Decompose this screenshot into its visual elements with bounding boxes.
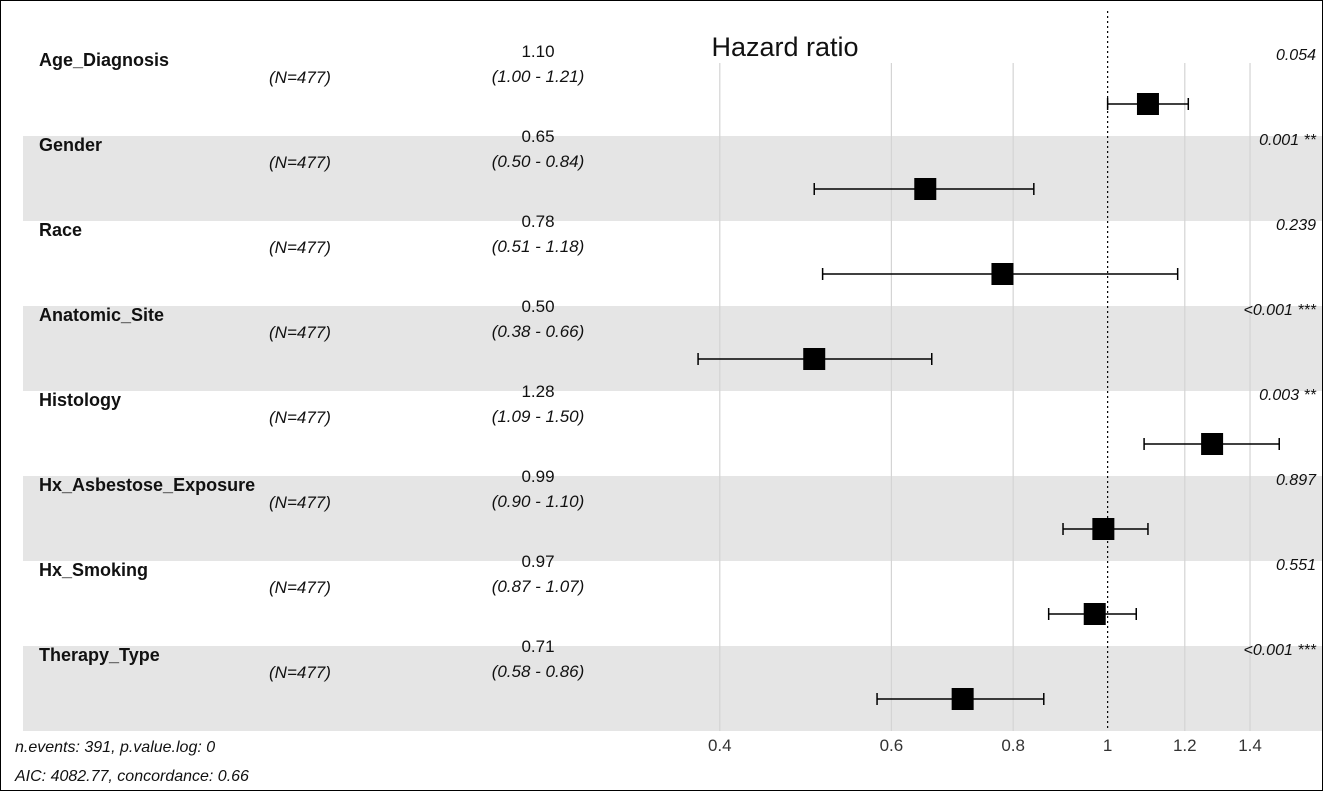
hr-label: 0.78	[521, 212, 554, 231]
p-value-label: <0.001 ***	[1243, 302, 1316, 319]
hr-point	[991, 263, 1014, 285]
row-band	[23, 136, 1322, 221]
x-tick-label: 0.8	[1001, 736, 1025, 755]
hr-point	[803, 348, 826, 370]
variable-label: Age_Diagnosis	[39, 50, 169, 70]
row-band	[23, 646, 1322, 731]
x-tick-label: 0.4	[708, 736, 732, 755]
hr-label: 0.71	[521, 637, 554, 656]
chart-title: Hazard ratio	[711, 32, 858, 62]
ci-label: (0.38 - 0.66)	[492, 322, 585, 341]
ci-label: (1.00 - 1.21)	[492, 67, 585, 86]
ci-label: (0.58 - 0.86)	[492, 662, 585, 681]
x-axis: 0.4 0.6 0.8 1 1.2 1.4	[708, 736, 1262, 755]
gridlines	[719, 11, 1251, 731]
hr-point	[951, 688, 974, 710]
variable-label: Race	[39, 220, 82, 240]
n-label: (N=477)	[269, 493, 331, 512]
hr-point	[1136, 93, 1159, 115]
p-value-label: 0.054	[1276, 47, 1316, 64]
hr-point	[1201, 433, 1224, 455]
variable-label: Hx_Smoking	[39, 560, 148, 580]
x-tick-label: 1.4	[1238, 736, 1262, 755]
estimates	[697, 93, 1280, 710]
n-label: (N=477)	[269, 238, 331, 257]
variable-label: Hx_Asbestose_Exposure	[39, 475, 255, 495]
row-bands	[23, 136, 1322, 731]
p-value-label: 0.551	[1276, 557, 1316, 574]
hr-label: 0.97	[521, 552, 554, 571]
hr-label: 1.28	[521, 382, 554, 401]
hr-point	[1083, 603, 1106, 625]
variable-label: Gender	[39, 135, 102, 155]
p-value-label: 0.897	[1276, 472, 1317, 489]
ci-label: (0.87 - 1.07)	[492, 577, 585, 596]
p-value-label: 0.003 **	[1259, 387, 1317, 404]
p-value-label: 0.001 **	[1259, 132, 1317, 149]
p-value-label: <0.001 ***	[1243, 642, 1316, 659]
n-label: (N=477)	[269, 578, 331, 597]
x-tick-label: 0.6	[880, 736, 904, 755]
hr-point	[1092, 518, 1115, 540]
ci-label: (0.51 - 1.18)	[492, 237, 585, 256]
hr-label: 0.65	[521, 127, 554, 146]
ci-label: (0.90 - 1.10)	[492, 492, 585, 511]
ci-label: (0.50 - 0.84)	[492, 152, 585, 171]
n-label: (N=477)	[269, 68, 331, 87]
n-label: (N=477)	[269, 153, 331, 172]
ci-label: (1.09 - 1.50)	[492, 407, 585, 426]
n-label: (N=477)	[269, 408, 331, 427]
x-tick-label: 1	[1103, 736, 1112, 755]
hr-label: 1.10	[521, 42, 554, 61]
x-tick-label: 1.2	[1173, 736, 1197, 755]
variable-label: Therapy_Type	[39, 645, 160, 665]
hr-label: 0.50	[521, 297, 554, 316]
p-value-label: 0.239	[1276, 217, 1316, 234]
footer-aic: AIC: 4082.77, concordance: 0.66	[14, 768, 249, 785]
variable-label: Histology	[39, 390, 121, 410]
row-labels: Age_Diagnosis (N=477) 1.10 (1.00 - 1.21) 0.0…	[39, 42, 1317, 682]
row-band	[23, 306, 1322, 391]
variable-label: Anatomic_Site	[39, 305, 164, 325]
hr-point	[914, 178, 937, 200]
hr-label: 0.99	[521, 467, 554, 486]
footer-events: n.events: 391, p.value.log: 0	[15, 739, 215, 756]
n-label: (N=477)	[269, 663, 331, 682]
n-label: (N=477)	[269, 323, 331, 342]
